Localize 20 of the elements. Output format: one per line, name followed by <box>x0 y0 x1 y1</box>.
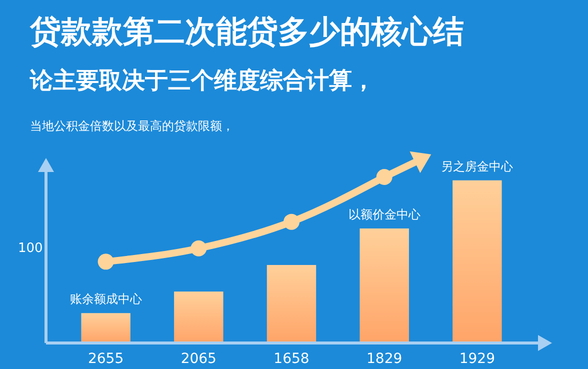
bar <box>452 180 502 343</box>
point <box>376 169 392 185</box>
annotation: 以额价金中心 <box>348 207 420 222</box>
chart-subtitle: 当地公积金倍数以及最高的贷款限额， <box>30 119 234 133</box>
x-tick-label: 2655 <box>88 351 124 367</box>
x-tick-label: 2065 <box>180 351 216 367</box>
point <box>284 214 300 230</box>
bar <box>174 292 224 343</box>
annotation: 账余额成中心 <box>70 292 142 306</box>
text: 100 <box>18 241 43 256</box>
point <box>190 240 207 256</box>
bar <box>266 264 316 343</box>
x-tick-label: 1829 <box>366 351 402 367</box>
bar <box>81 313 130 343</box>
bar <box>360 228 409 343</box>
annotation: 另之房金中心 <box>441 159 514 174</box>
x-tick-label: 1929 <box>459 351 496 367</box>
point <box>98 254 114 270</box>
x-tick-label: 1658 <box>274 351 310 367</box>
chart-title: 贷款款第二次能贷多少的核心结论主要取决于三个维度综合计算， <box>29 14 464 94</box>
